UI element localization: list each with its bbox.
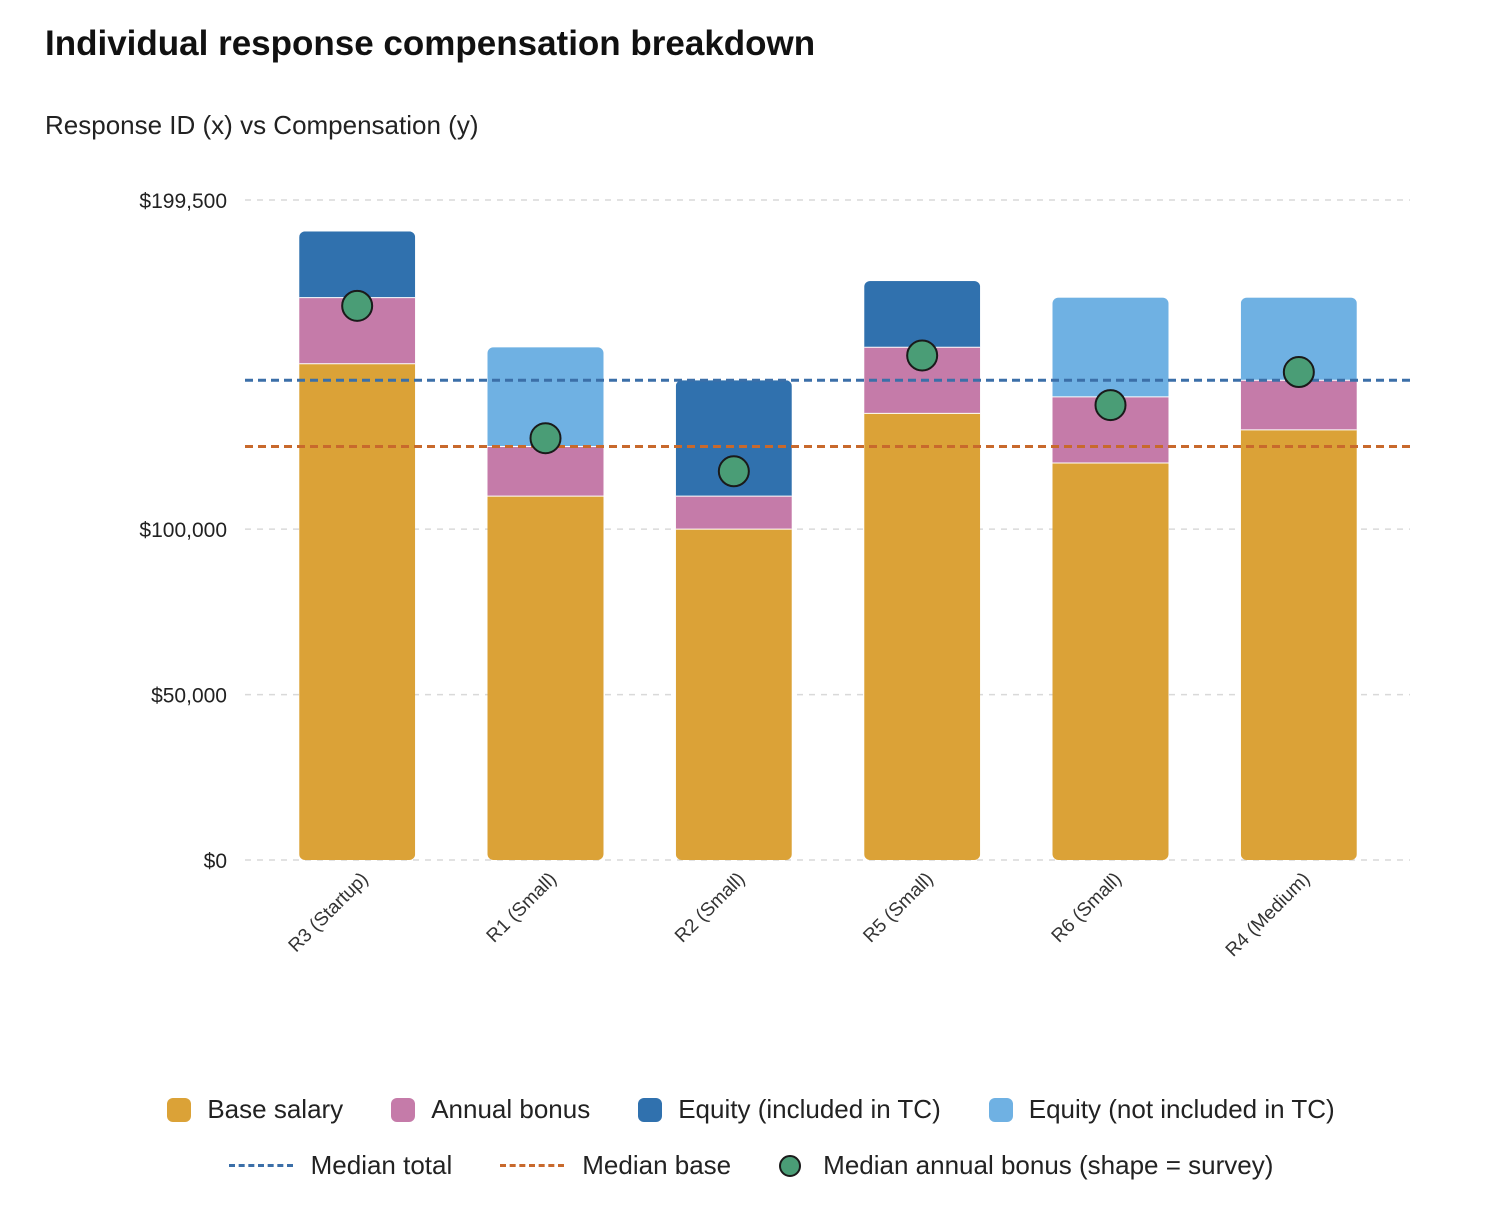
legend-label-median-total: Median total — [310, 1150, 453, 1180]
bar-stack[interactable] — [1052, 297, 1169, 860]
legend-swatch-marker — [779, 1154, 802, 1177]
x-tick-label: R3 (Startup) — [285, 869, 373, 957]
bar-stack[interactable] — [1240, 297, 1357, 860]
bar-segment-equity-in[interactable] — [299, 231, 416, 298]
legend-row-1: Base salary Annual bonus Equity (include… — [0, 1094, 1502, 1125]
legend-item-marker[interactable]: Median annual bonus (shape = survey) — [779, 1150, 1273, 1181]
bar-stack[interactable] — [299, 231, 416, 860]
chart-plot: $0 $50,000 $100,000 $199,500 R3 (Startup) R1… — [139, 190, 1410, 961]
bar-segment-bonus[interactable] — [675, 496, 792, 530]
bar-segment-base[interactable] — [864, 413, 981, 860]
x-tick-label: R5 (Small) — [859, 869, 937, 947]
bar-segment-equity-in[interactable] — [864, 281, 981, 348]
bar-stack[interactable] — [675, 380, 792, 860]
bar-segment-base[interactable] — [1240, 429, 1357, 860]
legend-row-2: Median total Median base Median annual b… — [0, 1150, 1502, 1181]
bonus-marker[interactable] — [341, 289, 374, 322]
legend-item-base[interactable]: Base salary — [167, 1094, 343, 1125]
y-tick-label: $50,000 — [151, 685, 227, 708]
bars — [299, 231, 1357, 860]
legend-swatch-median-total — [228, 1164, 293, 1167]
bonus-marker[interactable] — [1282, 356, 1315, 389]
legend-swatch-equity-in — [638, 1097, 663, 1122]
bonus-marker[interactable] — [906, 339, 939, 372]
bonus-markers — [341, 289, 1315, 488]
y-tick-label: $199,500 — [139, 190, 227, 213]
x-tick-label: R1 (Small) — [483, 869, 561, 947]
bar-segment-base[interactable] — [299, 363, 416, 860]
x-axis-labels: R3 (Startup) R1 (Small) R2 (Small) R5 (Smal… — [285, 869, 1315, 961]
bar-segment-bonus[interactable] — [1240, 380, 1357, 430]
bar-segment-base[interactable] — [675, 529, 792, 860]
legend-swatch-equity-out — [988, 1097, 1013, 1122]
bonus-marker[interactable] — [529, 422, 562, 455]
legend-swatch-bonus — [391, 1097, 416, 1122]
bar-segment-equity-out[interactable] — [1052, 297, 1169, 397]
legend-label-marker: Median annual bonus (shape = survey) — [823, 1150, 1274, 1180]
y-tick-label: $0 — [204, 850, 227, 873]
reference-lines — [245, 378, 1410, 448]
legend-label-equity-out: Equity (not included in TC) — [1028, 1094, 1335, 1124]
x-tick-label: R4 (Medium) — [1222, 869, 1314, 961]
x-tick-label: R6 (Small) — [1048, 869, 1126, 947]
chart-subtitle: Response ID (x) vs Compensation (y) — [45, 110, 479, 140]
bar-stack[interactable] — [864, 281, 981, 860]
y-tick-label: $100,000 — [139, 519, 227, 542]
legend-label-equity-in: Equity (included in TC) — [678, 1094, 941, 1124]
legend-item-median-base[interactable]: Median base — [500, 1150, 731, 1181]
legend-swatch-median-base — [500, 1164, 565, 1167]
legend-label-bonus: Annual bonus — [431, 1094, 591, 1124]
bar-segment-bonus[interactable] — [487, 446, 604, 497]
legend-item-equity-out[interactable]: Equity (not included in TC) — [988, 1094, 1335, 1125]
chart-title: Individual response compensation breakdo… — [45, 24, 816, 63]
legend-item-equity-in[interactable]: Equity (included in TC) — [638, 1094, 941, 1125]
bar-segment-base[interactable] — [487, 496, 604, 860]
bar-segment-base[interactable] — [1052, 463, 1169, 860]
legend-item-median-total[interactable]: Median total — [228, 1150, 453, 1181]
legend-item-bonus[interactable]: Annual bonus — [391, 1094, 590, 1125]
bonus-marker[interactable] — [717, 455, 750, 488]
grid-lines — [245, 199, 1410, 861]
y-axis-ticks: $0 $50,000 $100,000 $199,500 — [139, 190, 227, 873]
legend-label-base: Base salary — [207, 1094, 344, 1124]
legend-swatch-base — [167, 1097, 192, 1122]
bonus-marker[interactable] — [1094, 389, 1127, 422]
legend-label-median-base: Median base — [582, 1150, 732, 1180]
x-tick-label: R2 (Small) — [671, 869, 749, 947]
